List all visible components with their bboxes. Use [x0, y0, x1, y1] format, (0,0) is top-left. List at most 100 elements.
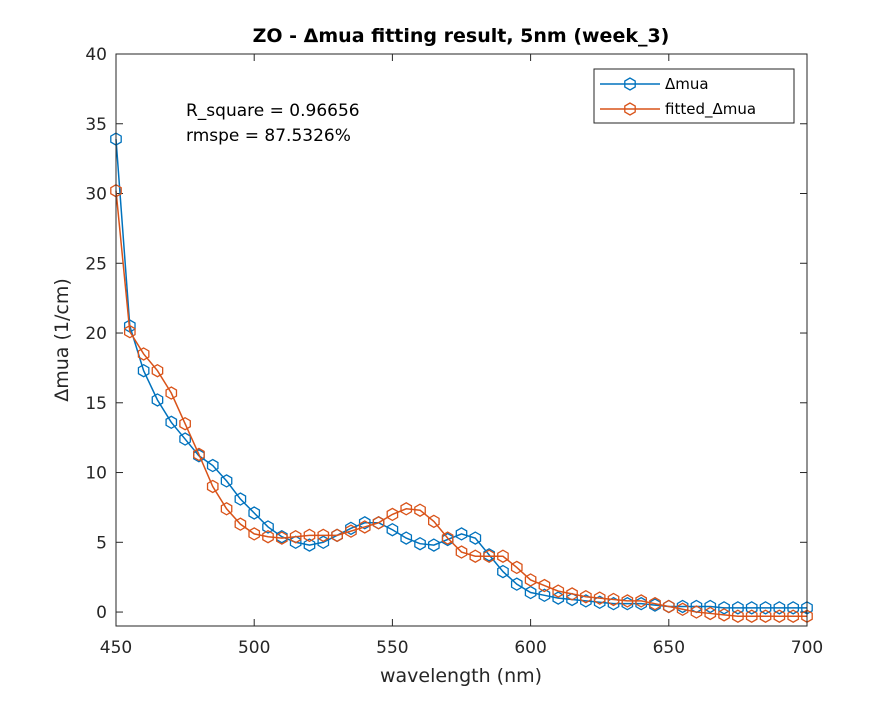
- legend: Δmua fitted_Δmua: [593, 68, 795, 124]
- y-tick-label: 30: [85, 185, 107, 205]
- series-2-point: [206, 479, 219, 494]
- y-tick-label: 25: [85, 254, 107, 274]
- series-2-point: [386, 507, 399, 522]
- legend-marker-series-2: [624, 102, 636, 116]
- series-2-point: [165, 386, 178, 400]
- series-2-point: [262, 529, 274, 544]
- series-1-point: [787, 601, 800, 615]
- series-2-point: [718, 608, 730, 622]
- series-2-point: [469, 549, 482, 563]
- series-2-point: [358, 520, 371, 534]
- series-2-point: [455, 545, 468, 559]
- series-2-point: [593, 591, 606, 605]
- series-1-point: [206, 458, 219, 473]
- series-2-point: [151, 363, 164, 378]
- series-1-point: [524, 585, 537, 600]
- series-1-point: [151, 393, 164, 407]
- series-2-point: [220, 502, 233, 516]
- series-1-point: [497, 564, 509, 579]
- x-axis: 450 500 550 600 650 700: [100, 54, 823, 658]
- series-2-point: [303, 528, 316, 543]
- series-1-point: [759, 601, 772, 615]
- series-1-point: [718, 601, 730, 615]
- series-2-point: [193, 447, 205, 462]
- series-1-point: [483, 548, 495, 562]
- series-2-point: [621, 594, 634, 608]
- series-2: [110, 183, 813, 623]
- series-1-point: [234, 492, 247, 506]
- series-2-point: [662, 599, 675, 614]
- series-2-point: [400, 502, 413, 516]
- series-1-point: [552, 591, 565, 605]
- series-layer: [110, 132, 813, 623]
- series-1-point: [220, 474, 233, 488]
- series-1-point: [469, 531, 482, 545]
- series-2-point: [690, 605, 703, 619]
- series-2-point: [123, 324, 136, 339]
- series-2-point: [607, 592, 620, 607]
- series-2-point: [345, 524, 357, 538]
- series-2-point: [704, 606, 717, 621]
- series-2-point: [275, 531, 288, 545]
- series-1-point: [248, 506, 261, 520]
- series-2-point: [248, 527, 261, 541]
- chart-title: ZO - Δmua fitting result, 5nm (week_3): [253, 25, 670, 47]
- series-1-point: [303, 538, 316, 552]
- series-2-point: [787, 609, 800, 623]
- series-2-point: [483, 549, 495, 563]
- series-2-point: [745, 609, 758, 623]
- series-2-point: [635, 594, 648, 608]
- series-1-point: [358, 516, 371, 530]
- x-tick-label: 700: [791, 638, 823, 658]
- series-1-point: [773, 601, 786, 615]
- series-1-point: [745, 601, 758, 615]
- series-2-point: [441, 531, 454, 545]
- series-2-point: [524, 573, 537, 587]
- legend-marker-series-1: [624, 77, 636, 91]
- y-tick-label: 10: [85, 464, 107, 484]
- y-tick-label: 15: [85, 394, 107, 414]
- series-2-point: [676, 602, 689, 617]
- series-2-point: [580, 589, 592, 604]
- x-tick-label: 600: [514, 638, 546, 658]
- series-2-point: [179, 416, 191, 431]
- series-1-point: [538, 588, 551, 603]
- series-2-point: [289, 529, 302, 544]
- plot-area: [116, 54, 807, 626]
- series-1-point: [262, 520, 274, 534]
- series-2-point: [414, 503, 426, 517]
- series-1-point: [137, 363, 150, 378]
- y-tick-label: 0: [96, 603, 107, 623]
- series-1-point: [704, 599, 717, 614]
- series-2-point: [759, 609, 772, 623]
- series-2-point: [372, 516, 385, 530]
- series-2-point: [732, 609, 744, 623]
- x-axis-label: wavelength (nm): [380, 665, 542, 687]
- series-2-point: [497, 549, 509, 563]
- series-2-point: [137, 347, 150, 361]
- annotation-rmspe: rmspe = 87.5326%: [186, 126, 351, 146]
- series-2-point: [538, 578, 551, 593]
- series-1-point: [345, 521, 357, 536]
- series-1-point: [386, 522, 399, 537]
- x-tick-label: 500: [238, 638, 270, 658]
- series-1-point: [510, 577, 523, 591]
- annotation-r-square: R_square = 0.96656: [186, 101, 360, 121]
- series-1-point: [275, 529, 288, 544]
- series-2-point: [317, 528, 330, 543]
- x-tick-label: 650: [653, 638, 685, 658]
- x-tick-label: 550: [376, 638, 408, 658]
- y-tick-label: 5: [96, 533, 107, 553]
- series-2-point: [552, 584, 565, 598]
- series-2-point: [510, 560, 523, 575]
- series-1-point: [400, 531, 413, 545]
- series-1-point: [676, 599, 689, 614]
- series-2-point: [428, 514, 440, 529]
- series-2-point: [566, 587, 578, 601]
- y-tick-label: 20: [85, 324, 107, 344]
- series-2-point: [234, 517, 247, 531]
- legend-label-series-1: Δmua: [665, 75, 709, 93]
- legend-label-series-2: fitted_Δmua: [665, 100, 756, 119]
- series-2-point: [773, 609, 786, 623]
